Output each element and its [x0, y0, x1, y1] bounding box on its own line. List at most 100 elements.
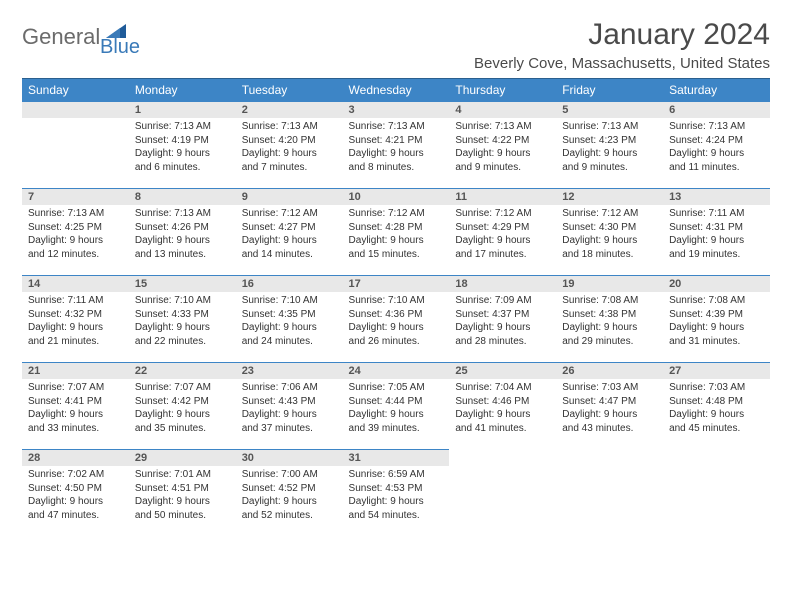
- day-ss: Sunset: 4:26 PM: [135, 221, 230, 235]
- day-ss: Sunset: 4:44 PM: [349, 395, 444, 409]
- day-d1: Daylight: 9 hours: [562, 321, 657, 335]
- day-d1: Daylight: 9 hours: [349, 408, 444, 422]
- day-ss: Sunset: 4:48 PM: [669, 395, 764, 409]
- day-sr: Sunrise: 7:13 AM: [28, 207, 123, 221]
- day-number: 8: [129, 188, 236, 205]
- day-ss: Sunset: 4:31 PM: [669, 221, 764, 235]
- day-d1: Daylight: 9 hours: [135, 234, 230, 248]
- day-number: 30: [236, 449, 343, 466]
- day-d2: and 45 minutes.: [669, 422, 764, 436]
- day-d2: and 35 minutes.: [135, 422, 230, 436]
- day-content: Sunrise: 7:13 AMSunset: 4:24 PMDaylight:…: [663, 118, 770, 178]
- day-sr: Sunrise: 7:06 AM: [242, 381, 337, 395]
- day-sr: Sunrise: 7:09 AM: [455, 294, 550, 308]
- calendar-cell: 19Sunrise: 7:08 AMSunset: 4:38 PMDayligh…: [556, 275, 663, 362]
- day-d2: and 19 minutes.: [669, 248, 764, 262]
- day-d1: Daylight: 9 hours: [349, 147, 444, 161]
- day-d1: Daylight: 9 hours: [349, 321, 444, 335]
- logo: General Blue: [22, 18, 100, 50]
- day-d2: and 6 minutes.: [135, 161, 230, 175]
- calendar-table: Sunday Monday Tuesday Wednesday Thursday…: [22, 78, 770, 536]
- location: Beverly Cove, Massachusetts, United Stat…: [474, 55, 770, 72]
- day-content: Sunrise: 7:13 AMSunset: 4:26 PMDaylight:…: [129, 205, 236, 265]
- day-content: Sunrise: 7:03 AMSunset: 4:47 PMDaylight:…: [556, 379, 663, 439]
- day-ss: Sunset: 4:36 PM: [349, 308, 444, 322]
- day-content: Sunrise: 7:13 AMSunset: 4:22 PMDaylight:…: [449, 118, 556, 178]
- day-number: 7: [22, 188, 129, 205]
- calendar-cell: 20Sunrise: 7:08 AMSunset: 4:39 PMDayligh…: [663, 275, 770, 362]
- day-header: Saturday: [663, 79, 770, 102]
- day-content: Sunrise: 7:13 AMSunset: 4:23 PMDaylight:…: [556, 118, 663, 178]
- day-header: Sunday: [22, 79, 129, 102]
- day-sr: Sunrise: 7:03 AM: [669, 381, 764, 395]
- day-header: Wednesday: [343, 79, 450, 102]
- calendar-cell: 29Sunrise: 7:01 AMSunset: 4:51 PMDayligh…: [129, 449, 236, 536]
- day-content: Sunrise: 7:08 AMSunset: 4:38 PMDaylight:…: [556, 292, 663, 352]
- day-number: 11: [449, 188, 556, 205]
- page: General Blue January 2024 Beverly Cove, …: [0, 0, 792, 546]
- day-d2: and 41 minutes.: [455, 422, 550, 436]
- day-ss: Sunset: 4:30 PM: [562, 221, 657, 235]
- day-number: 28: [22, 449, 129, 466]
- calendar-row: 14Sunrise: 7:11 AMSunset: 4:32 PMDayligh…: [22, 275, 770, 362]
- day-sr: Sunrise: 7:12 AM: [242, 207, 337, 221]
- day-content: Sunrise: 7:12 AMSunset: 4:30 PMDaylight:…: [556, 205, 663, 265]
- day-header: Tuesday: [236, 79, 343, 102]
- day-number: 26: [556, 362, 663, 379]
- day-content: Sunrise: 7:12 AMSunset: 4:28 PMDaylight:…: [343, 205, 450, 265]
- day-ss: Sunset: 4:32 PM: [28, 308, 123, 322]
- day-sr: Sunrise: 7:13 AM: [135, 207, 230, 221]
- day-d2: and 11 minutes.: [669, 161, 764, 175]
- calendar-cell: 13Sunrise: 7:11 AMSunset: 4:31 PMDayligh…: [663, 188, 770, 275]
- day-d1: Daylight: 9 hours: [28, 495, 123, 509]
- calendar-cell: 8Sunrise: 7:13 AMSunset: 4:26 PMDaylight…: [129, 188, 236, 275]
- calendar-cell: 4Sunrise: 7:13 AMSunset: 4:22 PMDaylight…: [449, 101, 556, 188]
- calendar-cell: [449, 449, 556, 536]
- day-ss: Sunset: 4:37 PM: [455, 308, 550, 322]
- day-number: 31: [343, 449, 450, 466]
- day-content: Sunrise: 6:59 AMSunset: 4:53 PMDaylight:…: [343, 466, 450, 526]
- day-d2: and 31 minutes.: [669, 335, 764, 349]
- day-d2: and 15 minutes.: [349, 248, 444, 262]
- day-sr: Sunrise: 7:10 AM: [349, 294, 444, 308]
- logo-text-blue: Blue: [100, 36, 140, 59]
- day-d1: Daylight: 9 hours: [455, 234, 550, 248]
- day-d1: Daylight: 9 hours: [455, 147, 550, 161]
- calendar-cell: 28Sunrise: 7:02 AMSunset: 4:50 PMDayligh…: [22, 449, 129, 536]
- day-number: 18: [449, 275, 556, 292]
- day-number: 12: [556, 188, 663, 205]
- calendar-cell: [663, 449, 770, 536]
- calendar-cell: 6Sunrise: 7:13 AMSunset: 4:24 PMDaylight…: [663, 101, 770, 188]
- day-number: 16: [236, 275, 343, 292]
- day-sr: Sunrise: 7:00 AM: [242, 468, 337, 482]
- day-sr: Sunrise: 7:13 AM: [669, 120, 764, 134]
- day-d2: and 17 minutes.: [455, 248, 550, 262]
- calendar-cell: 18Sunrise: 7:09 AMSunset: 4:37 PMDayligh…: [449, 275, 556, 362]
- day-content: Sunrise: 7:07 AMSunset: 4:42 PMDaylight:…: [129, 379, 236, 439]
- day-number: 13: [663, 188, 770, 205]
- day-d2: and 22 minutes.: [135, 335, 230, 349]
- day-content: Sunrise: 7:03 AMSunset: 4:48 PMDaylight:…: [663, 379, 770, 439]
- day-ss: Sunset: 4:33 PM: [135, 308, 230, 322]
- day-number: 24: [343, 362, 450, 379]
- day-d2: and 8 minutes.: [349, 161, 444, 175]
- day-ss: Sunset: 4:20 PM: [242, 134, 337, 148]
- day-number: 29: [129, 449, 236, 466]
- day-sr: Sunrise: 7:02 AM: [28, 468, 123, 482]
- day-ss: Sunset: 4:28 PM: [349, 221, 444, 235]
- day-sr: Sunrise: 7:07 AM: [135, 381, 230, 395]
- calendar-cell: 23Sunrise: 7:06 AMSunset: 4:43 PMDayligh…: [236, 362, 343, 449]
- day-header: Monday: [129, 79, 236, 102]
- day-d2: and 14 minutes.: [242, 248, 337, 262]
- calendar-cell: 27Sunrise: 7:03 AMSunset: 4:48 PMDayligh…: [663, 362, 770, 449]
- day-d1: Daylight: 9 hours: [669, 408, 764, 422]
- day-ss: Sunset: 4:52 PM: [242, 482, 337, 496]
- day-number: 9: [236, 188, 343, 205]
- day-d1: Daylight: 9 hours: [242, 147, 337, 161]
- day-ss: Sunset: 4:43 PM: [242, 395, 337, 409]
- calendar-cell: 30Sunrise: 7:00 AMSunset: 4:52 PMDayligh…: [236, 449, 343, 536]
- day-content: Sunrise: 7:13 AMSunset: 4:21 PMDaylight:…: [343, 118, 450, 178]
- calendar-cell: 10Sunrise: 7:12 AMSunset: 4:28 PMDayligh…: [343, 188, 450, 275]
- day-d2: and 50 minutes.: [135, 509, 230, 523]
- day-sr: Sunrise: 7:13 AM: [562, 120, 657, 134]
